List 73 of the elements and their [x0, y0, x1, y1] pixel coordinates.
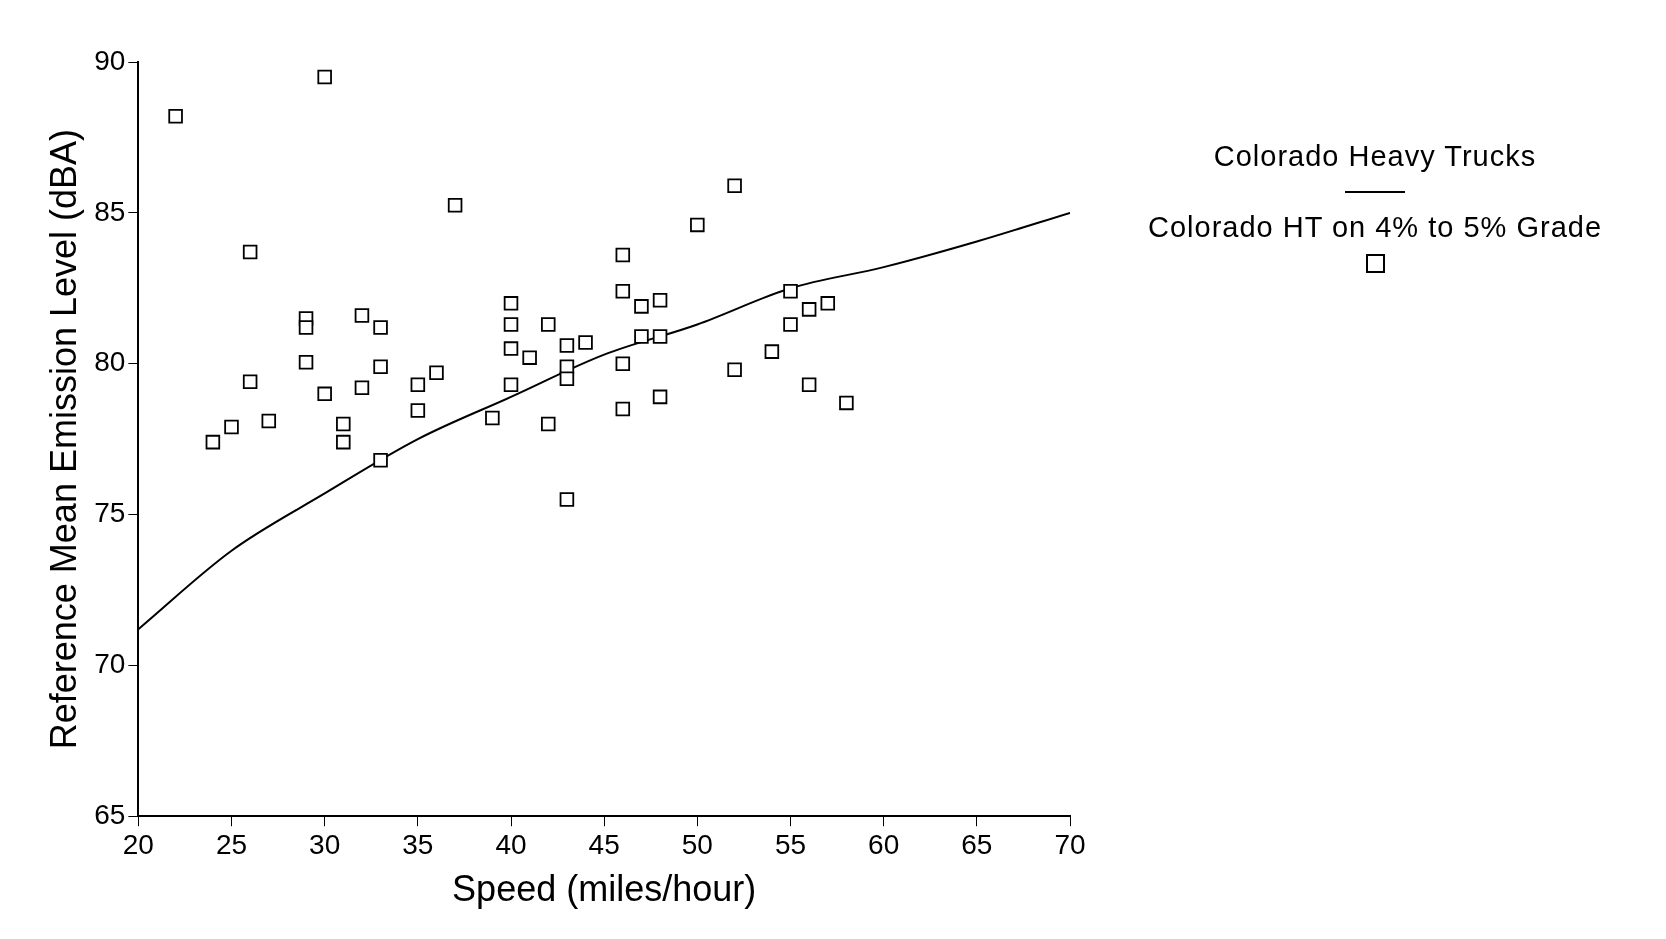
point: [242, 244, 258, 260]
x-tick-label: 45: [588, 828, 620, 860]
point: [652, 389, 668, 405]
y-tick-label: 70: [94, 648, 126, 680]
point: [634, 299, 649, 314]
point: [690, 217, 705, 233]
point: [317, 69, 332, 85]
x-tick-label: 30: [309, 828, 341, 860]
x-tick-label: 40: [495, 828, 527, 860]
point: [485, 410, 500, 426]
point: [727, 362, 742, 377]
point: [205, 434, 221, 450]
point: [652, 293, 668, 308]
point: [298, 320, 314, 335]
point: [801, 302, 817, 317]
point: [373, 359, 388, 374]
point: [298, 354, 314, 370]
point: [410, 377, 426, 393]
y-axis-title: Reference Mean Emission Level (dBA): [42, 128, 84, 750]
legend-label: Colorado HT on 4% to 5% Grade: [1147, 211, 1603, 244]
x-tick-label: 25: [215, 828, 248, 860]
point: [503, 377, 519, 393]
point: [410, 403, 426, 418]
y-tick-label: 65: [94, 798, 126, 830]
x-tick-label: 55: [774, 828, 807, 860]
point: [615, 247, 631, 263]
point: [373, 320, 388, 335]
point: [801, 377, 817, 393]
x-tick-label: 60: [868, 828, 900, 860]
point: [615, 401, 631, 417]
text: Colorado Heavy Trucks: [1212, 140, 1538, 173]
y-tick-label: 80: [94, 346, 126, 378]
x-axis-title: Speed (miles/hour): [452, 868, 757, 910]
y-tick-label: 90: [94, 44, 126, 76]
point: [336, 416, 351, 432]
point: [503, 341, 519, 356]
x-tick-label: 65: [961, 828, 993, 860]
point: [820, 296, 836, 311]
point: [541, 317, 556, 332]
point: [541, 416, 556, 432]
point: [242, 374, 258, 390]
point: [168, 109, 183, 124]
point: [559, 371, 575, 387]
point: [261, 413, 277, 429]
point: [354, 308, 370, 323]
point: [503, 296, 519, 311]
point: [559, 492, 575, 507]
point: [317, 386, 332, 402]
y-tick-label: 85: [94, 195, 126, 227]
point: [429, 365, 444, 380]
point: [503, 317, 519, 332]
point: [634, 329, 649, 344]
point: [727, 178, 742, 193]
y-tick-label: 75: [94, 497, 126, 529]
point: [447, 198, 463, 213]
point: [522, 350, 537, 365]
point: [578, 335, 593, 350]
point: [615, 356, 631, 371]
point: [783, 284, 798, 299]
point: [615, 284, 631, 299]
point: [336, 434, 351, 450]
point: [559, 338, 575, 353]
point: [354, 380, 370, 396]
x-tick-label: 70: [1054, 828, 1086, 860]
point: [373, 452, 388, 468]
point: [764, 344, 780, 359]
point: [783, 317, 798, 332]
x-tick-label: 20: [122, 828, 154, 860]
x-tick-label: 50: [681, 828, 713, 860]
x-tick-label: 35: [402, 828, 434, 860]
point: [652, 329, 668, 344]
point: [224, 419, 239, 435]
point: [839, 395, 854, 411]
